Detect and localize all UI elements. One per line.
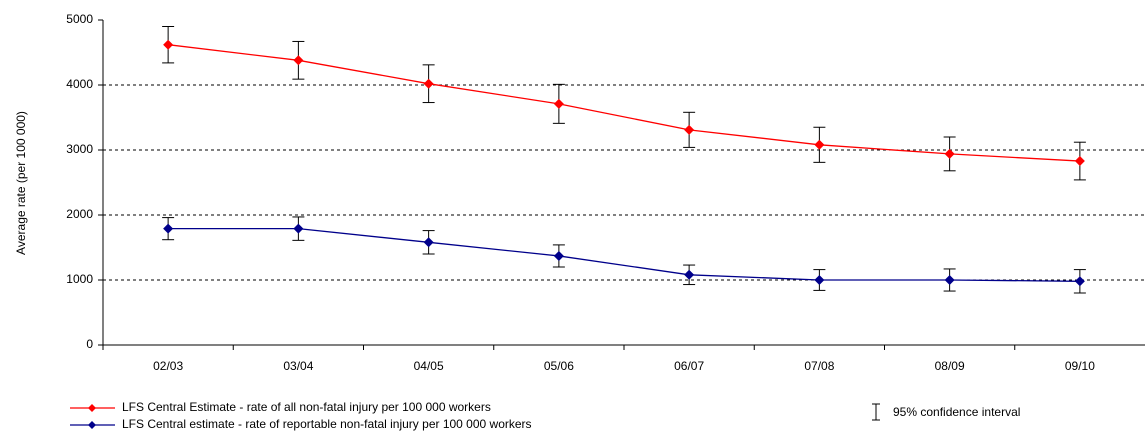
legend-error-icon [872,403,880,421]
marker [944,148,955,159]
marker [1074,156,1085,167]
marker [1074,276,1085,287]
y-tick-label: 0 [86,337,93,351]
x-tick-label: 04/05 [414,359,444,373]
y-tick-label: 3000 [66,142,93,156]
x-tick-label: 07/08 [804,359,834,373]
series-line [168,44,1080,162]
legend-label: LFS Central Estimate - rate of all non-f… [122,400,491,414]
legend-label: LFS Central estimate - rate of reportabl… [122,417,532,431]
marker [553,98,564,109]
y-tick-label: 5000 [66,12,93,26]
series-line [168,228,1080,282]
marker [293,55,304,66]
x-tick-label: 06/07 [674,359,704,373]
legend-marker [88,421,96,429]
x-tick-label: 03/04 [283,359,313,373]
legend-marker [88,404,96,412]
marker [163,223,174,234]
y-tick-label: 4000 [66,77,93,91]
marker [684,269,695,280]
marker [684,124,695,135]
x-tick-label: 08/09 [935,359,965,373]
marker [163,39,174,50]
marker [814,275,825,285]
marker [423,78,434,89]
x-tick-label: 09/10 [1065,359,1095,373]
x-tick-label: 02/03 [153,359,183,373]
marker [944,275,955,285]
marker [814,139,825,150]
y-tick-label: 1000 [66,272,93,286]
x-tick-label: 05/06 [544,359,574,373]
y-tick-label: 2000 [66,207,93,221]
marker [293,223,304,234]
marker [423,237,434,248]
marker [553,250,564,261]
y-axis-label: Average rate (per 100 000) [14,111,28,255]
legend-label: 95% confidence interval [893,405,1020,419]
